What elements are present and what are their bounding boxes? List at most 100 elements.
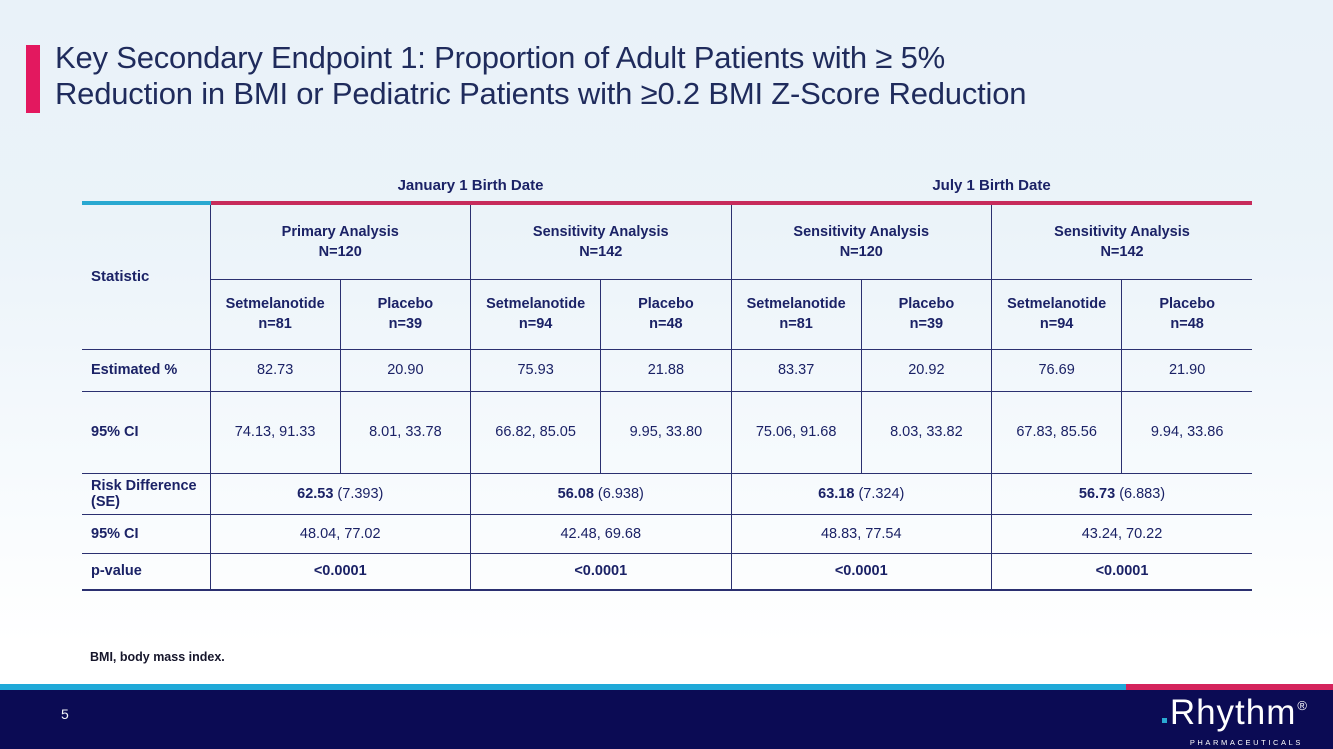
birth-date-header-row: January 1 Birth Date July 1 Birth Date [82, 176, 1252, 203]
corner-empty-cell [82, 176, 210, 203]
arm-name: Setmelanotide [1007, 296, 1107, 312]
risk-value: 56.73 [1078, 485, 1116, 502]
row-label-risk-difference: Risk Difference (SE) [82, 473, 211, 515]
birth-date-header-january: January 1 Birth Date [397, 177, 544, 194]
data-cell-group: <0.0001 [209, 553, 471, 591]
arm-n: n=48 [1170, 316, 1204, 332]
arm-n: n=81 [779, 316, 813, 332]
data-cell: 9.95, 33.80 [600, 391, 732, 474]
logo-dot-icon [1161, 718, 1167, 723]
arm-n: n=94 [518, 316, 553, 332]
data-cell-group: 56.73 (6.883) [991, 473, 1253, 515]
arm-name: Setmelanotide [746, 296, 846, 312]
analysis-n: N=142 [1100, 243, 1144, 260]
statistic-corner-header: Statistic [82, 201, 211, 350]
row-label-estimated: Estimated % [82, 349, 211, 392]
data-cell: 20.92 [860, 349, 992, 392]
data-cell: 66.82, 85.05 [469, 391, 601, 474]
analysis-header-sensitivity-n120: Sensitivity Analysis N=120 [730, 201, 992, 280]
row-label-ci-arms: 95% CI [82, 391, 211, 474]
data-cell: 83.37 [730, 349, 862, 392]
data-cell-group: <0.0001 [730, 553, 992, 591]
arm-header-1: Placebo n=39 [339, 279, 471, 350]
analysis-header-row: Statistic Primary Analysis N=120 Sensiti… [82, 201, 1253, 350]
analysis-n: N=120 [318, 243, 362, 260]
risk-difference-row: Risk Difference (SE) 62.53 (7.393) 56.08(… [82, 473, 1253, 515]
title-accent-bar [26, 45, 40, 113]
arm-name: Placebo [1159, 296, 1215, 312]
data-cell-group: <0.0001 [470, 553, 732, 591]
arm-header-6: Setmelanotide n=94 [991, 279, 1122, 350]
risk-se: (6.883) [1119, 485, 1166, 502]
slide-title-line-2: Reduction in BMI or Pediatric Patients w… [55, 76, 1027, 111]
footer-stripe-red [1126, 684, 1333, 690]
risk-value: 63.18 [818, 485, 855, 502]
footer-bar [0, 690, 1333, 749]
arm-header-0: Setmelanotide n=81 [209, 279, 341, 350]
row-label-ci-groups: 95% CI [82, 514, 211, 554]
arm-header-4: Setmelanotide n=81 [730, 279, 862, 350]
data-cell: 82.73 [209, 349, 341, 392]
risk-se: (6.938) [597, 485, 644, 502]
analysis-header-sensitivity-n142: Sensitivity Analysis N=142 [470, 201, 732, 280]
arm-n: n=39 [909, 316, 944, 332]
arm-header-2: Setmelanotide n=94 [469, 279, 601, 350]
data-cell-group: 43.24, 70.22 [991, 514, 1253, 554]
analysis-header-primary-n120: Primary Analysis N=120 [209, 201, 471, 280]
arm-n: n=48 [649, 316, 683, 332]
arm-header-5: Placebo n=39 [860, 279, 992, 350]
arm-name: Placebo [377, 296, 434, 312]
arm-header-row: Setmelanotide n=81 Placebo n=39 Setmelan… [82, 279, 1253, 350]
data-cell: 9.94, 33.86 [1121, 391, 1253, 474]
data-cell: 67.83, 85.56 [991, 391, 1122, 474]
data-cell: 8.03, 33.82 [860, 391, 992, 474]
analysis-title: Primary Analysis [281, 223, 399, 240]
data-cell-group: <0.0001 [991, 553, 1253, 591]
data-cell-group: 42.48, 69.68 [470, 514, 732, 554]
arm-name: Placebo [638, 296, 694, 312]
data-cell-group: 56.08 (6.938) [470, 473, 732, 515]
results-table-wrap: January 1 Birth Date July 1 Birth Date S… [82, 176, 1253, 591]
analysis-title: Sensitivity Analysis [1054, 223, 1190, 240]
rhythm-logo: Rhythm® PHARMACEUTICALS [1161, 693, 1307, 747]
risk-value: 62.53 [297, 485, 334, 502]
data-cell-group: 48.83, 77.54 [730, 514, 992, 554]
arm-n: n=81 [258, 316, 292, 332]
data-cell-group: 48.04, 77.02 [209, 514, 471, 554]
data-cell-group: 63.18 (7.324) [730, 473, 992, 515]
data-cell: 20.90 [339, 349, 471, 392]
arm-name: Setmelanotide [486, 296, 586, 312]
logo-wordmark: Rhythm® [1161, 693, 1307, 740]
birth-date-header-july: July 1 Birth Date [932, 177, 1051, 194]
data-cell: 21.88 [600, 349, 732, 392]
arm-header-3: Placebo n=48 [600, 279, 732, 350]
data-cell-group: 62.53 (7.393) [209, 473, 471, 515]
registered-mark: ® [1297, 698, 1307, 713]
risk-se: (7.393) [337, 485, 384, 502]
page-number: 5 [61, 706, 69, 722]
analysis-title: Sensitivity Analysis [532, 223, 669, 240]
analysis-header-sensitivity-n142-july: Sensitivity Analysis N=142 [991, 201, 1253, 280]
results-table: January 1 Birth Date July 1 Birth Date S… [82, 176, 1253, 591]
risk-se: (7.324) [858, 485, 905, 502]
ci-by-arm-row: 95% CI 74.13, 91.33 8.01, 33.78 66.82, 8… [82, 391, 1253, 474]
arm-n: n=94 [1039, 316, 1074, 332]
analysis-n: N=120 [839, 243, 883, 260]
arm-n: n=39 [388, 316, 423, 332]
footer-stripe-cyan [0, 684, 1126, 690]
footnote: BMI, body mass index. [90, 650, 225, 664]
estimated-percent-row: Estimated % 82.73 20.90 75.93 21.88 83.3… [82, 349, 1253, 392]
data-cell: 8.01, 33.78 [339, 391, 471, 474]
analysis-title: Sensitivity Analysis [793, 223, 930, 240]
p-value-row: p-value <0.0001 <0.0001 <0.0001 <0.0001 [82, 553, 1253, 591]
data-cell: 76.69 [991, 349, 1122, 392]
arm-name: Placebo [898, 296, 955, 312]
data-cell: 75.06, 91.68 [730, 391, 862, 474]
logo-text: Rhythm [1169, 693, 1297, 732]
analysis-n: N=142 [579, 243, 623, 260]
slide-title-line-1: Key Secondary Endpoint 1: Proportion of … [55, 40, 945, 75]
data-cell: 21.90 [1121, 349, 1253, 392]
arm-name: Setmelanotide [225, 296, 325, 312]
data-cell: 74.13, 91.33 [209, 391, 341, 474]
